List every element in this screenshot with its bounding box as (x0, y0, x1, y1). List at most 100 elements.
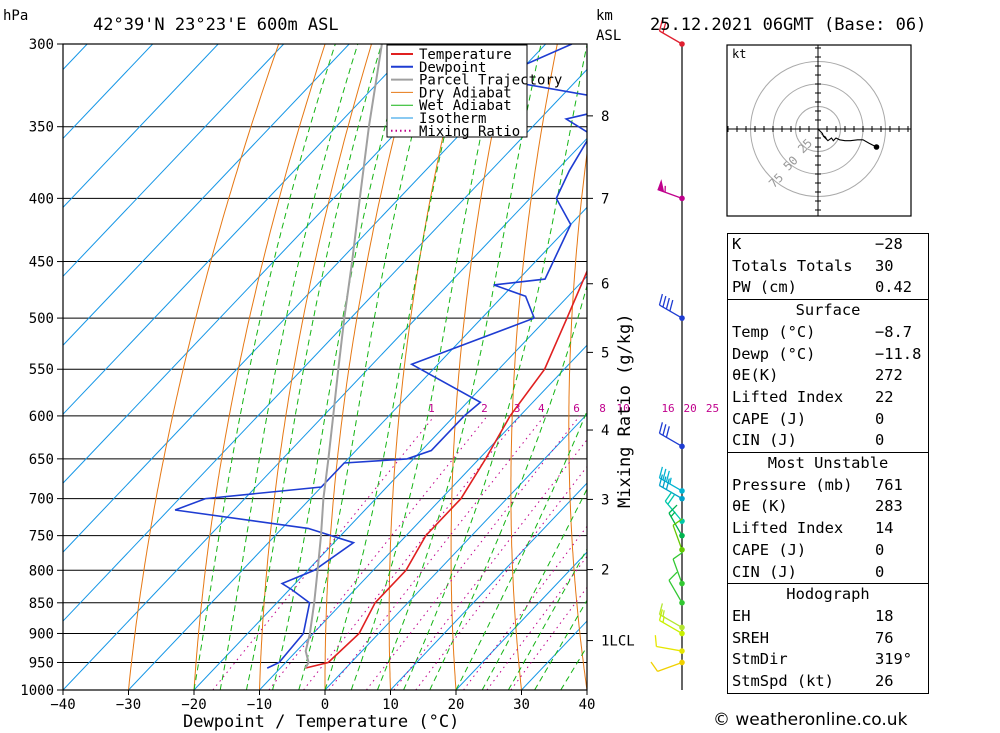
mixing-ratio-label: 20 (683, 402, 696, 415)
wind-barb-shaft (659, 30, 683, 45)
weatheronline-credit[interactable]: © weatheronline.co.uk (713, 710, 908, 730)
dry-adiabat (193, 44, 326, 690)
wind-barb-shaft (659, 485, 683, 500)
dry-adiabat (128, 44, 280, 690)
height-tick-label: 6 (601, 277, 609, 293)
isotherm (63, 137, 587, 690)
wind-barb-shaft (659, 613, 683, 629)
isotherm (63, 44, 416, 415)
hodograph-endpoint (873, 144, 880, 150)
wind-barb-dot (679, 495, 685, 502)
wet-adiabat (429, 283, 587, 690)
index-value: 0 (875, 562, 885, 581)
dry-adiabat (975, 35, 1000, 690)
legend-entry: Parcel Trajectory (419, 73, 562, 89)
most-unstable-title: Most Unstable (767, 454, 889, 473)
index-label: Pressure (mb) (732, 475, 853, 494)
index-row: K −28 (728, 234, 928, 256)
mixing-ratio-line (212, 415, 435, 690)
index-value: 283 (875, 497, 903, 516)
wind-barb-shaft (672, 558, 683, 584)
index-row: StmDir 319° (728, 649, 928, 671)
wind-barb-flag (654, 635, 658, 647)
index-value: −28 (875, 235, 903, 253)
dry-adiabat (450, 44, 512, 690)
index-row: Totals Totals 30 (728, 256, 928, 278)
wind-barb-flag (672, 518, 683, 526)
pressure-tick-label: 450 (29, 255, 54, 271)
wind-barb-flag (658, 19, 664, 32)
legend-entry: Mixing Ratio (419, 124, 520, 140)
dry-adiabat (929, 35, 1000, 690)
wind-barb-flag (667, 494, 675, 505)
wind-barb-flag (658, 293, 664, 306)
index-value: 319° (875, 650, 913, 669)
wet-adiabat (481, 488, 587, 690)
pressure-tick-label: 600 (29, 409, 54, 425)
index-value: 30 (875, 256, 894, 275)
wind-barb-shaft (656, 645, 683, 652)
index-value: 0 (875, 540, 885, 559)
axes: 3003504004505005506006507007508008509009… (20, 37, 634, 713)
mixing-ratio-labels: 1 2 3 4 6 8 10 16 20 25 (428, 402, 719, 415)
hodograph-storm-motion-arrow (819, 132, 828, 141)
isotherm (259, 344, 587, 690)
isotherm (324, 413, 587, 690)
datetime-title: 25.12.2021 06GMT (Base: 06) (650, 15, 926, 35)
isotherm (63, 44, 219, 209)
wind-barb-shaft (659, 619, 683, 635)
index-label: SREH (732, 628, 770, 647)
index-row: StmSpd (kt) 26 (728, 671, 928, 693)
index-label: CAPE (J) (732, 409, 807, 428)
index-value: 0 (875, 409, 885, 428)
mixing-ratio-label: 6 (573, 402, 580, 415)
index-row: SREH 76 (728, 628, 928, 650)
wind-barb-shaft (659, 432, 683, 447)
index-label: StmSpd (kt) (732, 672, 834, 691)
index-label: StmDir (732, 650, 788, 669)
general-indices: K −28 Totals Totals 30 PW (cm) 0.42 (728, 234, 928, 299)
wind-barb-flag (662, 295, 667, 308)
temperature-tick-label: 0 (321, 697, 329, 713)
mixing-ratio-axis-label: Mixing Ratio (g/kg) (615, 314, 635, 508)
wind-barb-shaft (659, 477, 683, 492)
index-row: Lifted Index 14 (728, 518, 928, 540)
mixing-ratio-label: 4 (538, 402, 545, 415)
index-row: Dewp (°C) −11.8 (728, 344, 928, 366)
temperature-tick-label: −30 (116, 697, 141, 713)
index-value: 26 (875, 672, 894, 691)
dewpoint-line (174, 44, 587, 669)
wind-barb (672, 518, 685, 553)
surface-section: Surface Temp (°C) −8.7 Dewp (°C) −11.8 θE(K)… (728, 299, 928, 452)
wind-profile (650, 19, 685, 690)
pressure-tick-label: 650 (29, 452, 54, 468)
wind-barb (658, 474, 685, 502)
dry-adiabat (568, 149, 587, 690)
index-row: EH 18 (728, 606, 928, 628)
index-label: K (732, 235, 742, 253)
wet-adiabat (193, 44, 336, 690)
wet-adiabat (324, 44, 467, 690)
dry-adiabat (324, 44, 419, 690)
most-unstable-section: Most Unstable Pressure (mb) 761 θE (K) 283 L… (728, 452, 928, 583)
wind-barb-pennant (657, 179, 665, 192)
index-label: Dewp (°C) (732, 344, 816, 363)
pressure-unit-label: hPa (3, 8, 28, 24)
pressure-tick-label: 800 (29, 563, 54, 579)
isotherm (63, 44, 285, 278)
wind-barb-shaft (668, 579, 683, 604)
index-label: θE (K) (732, 497, 788, 516)
wind-barb-flag (658, 474, 664, 486)
mixing-ratio-label: 3 (514, 402, 521, 415)
wind-barb-flag (662, 21, 667, 34)
wind-barb (658, 19, 685, 47)
hodograph-title: Hodograph (786, 585, 870, 604)
wet-adiabat (219, 44, 359, 690)
index-value: 761 (875, 475, 903, 494)
index-value: 0 (875, 431, 885, 450)
height-tick-label: 3 (601, 492, 609, 508)
wind-barb (650, 659, 685, 672)
wind-barb-shaft (659, 304, 683, 319)
